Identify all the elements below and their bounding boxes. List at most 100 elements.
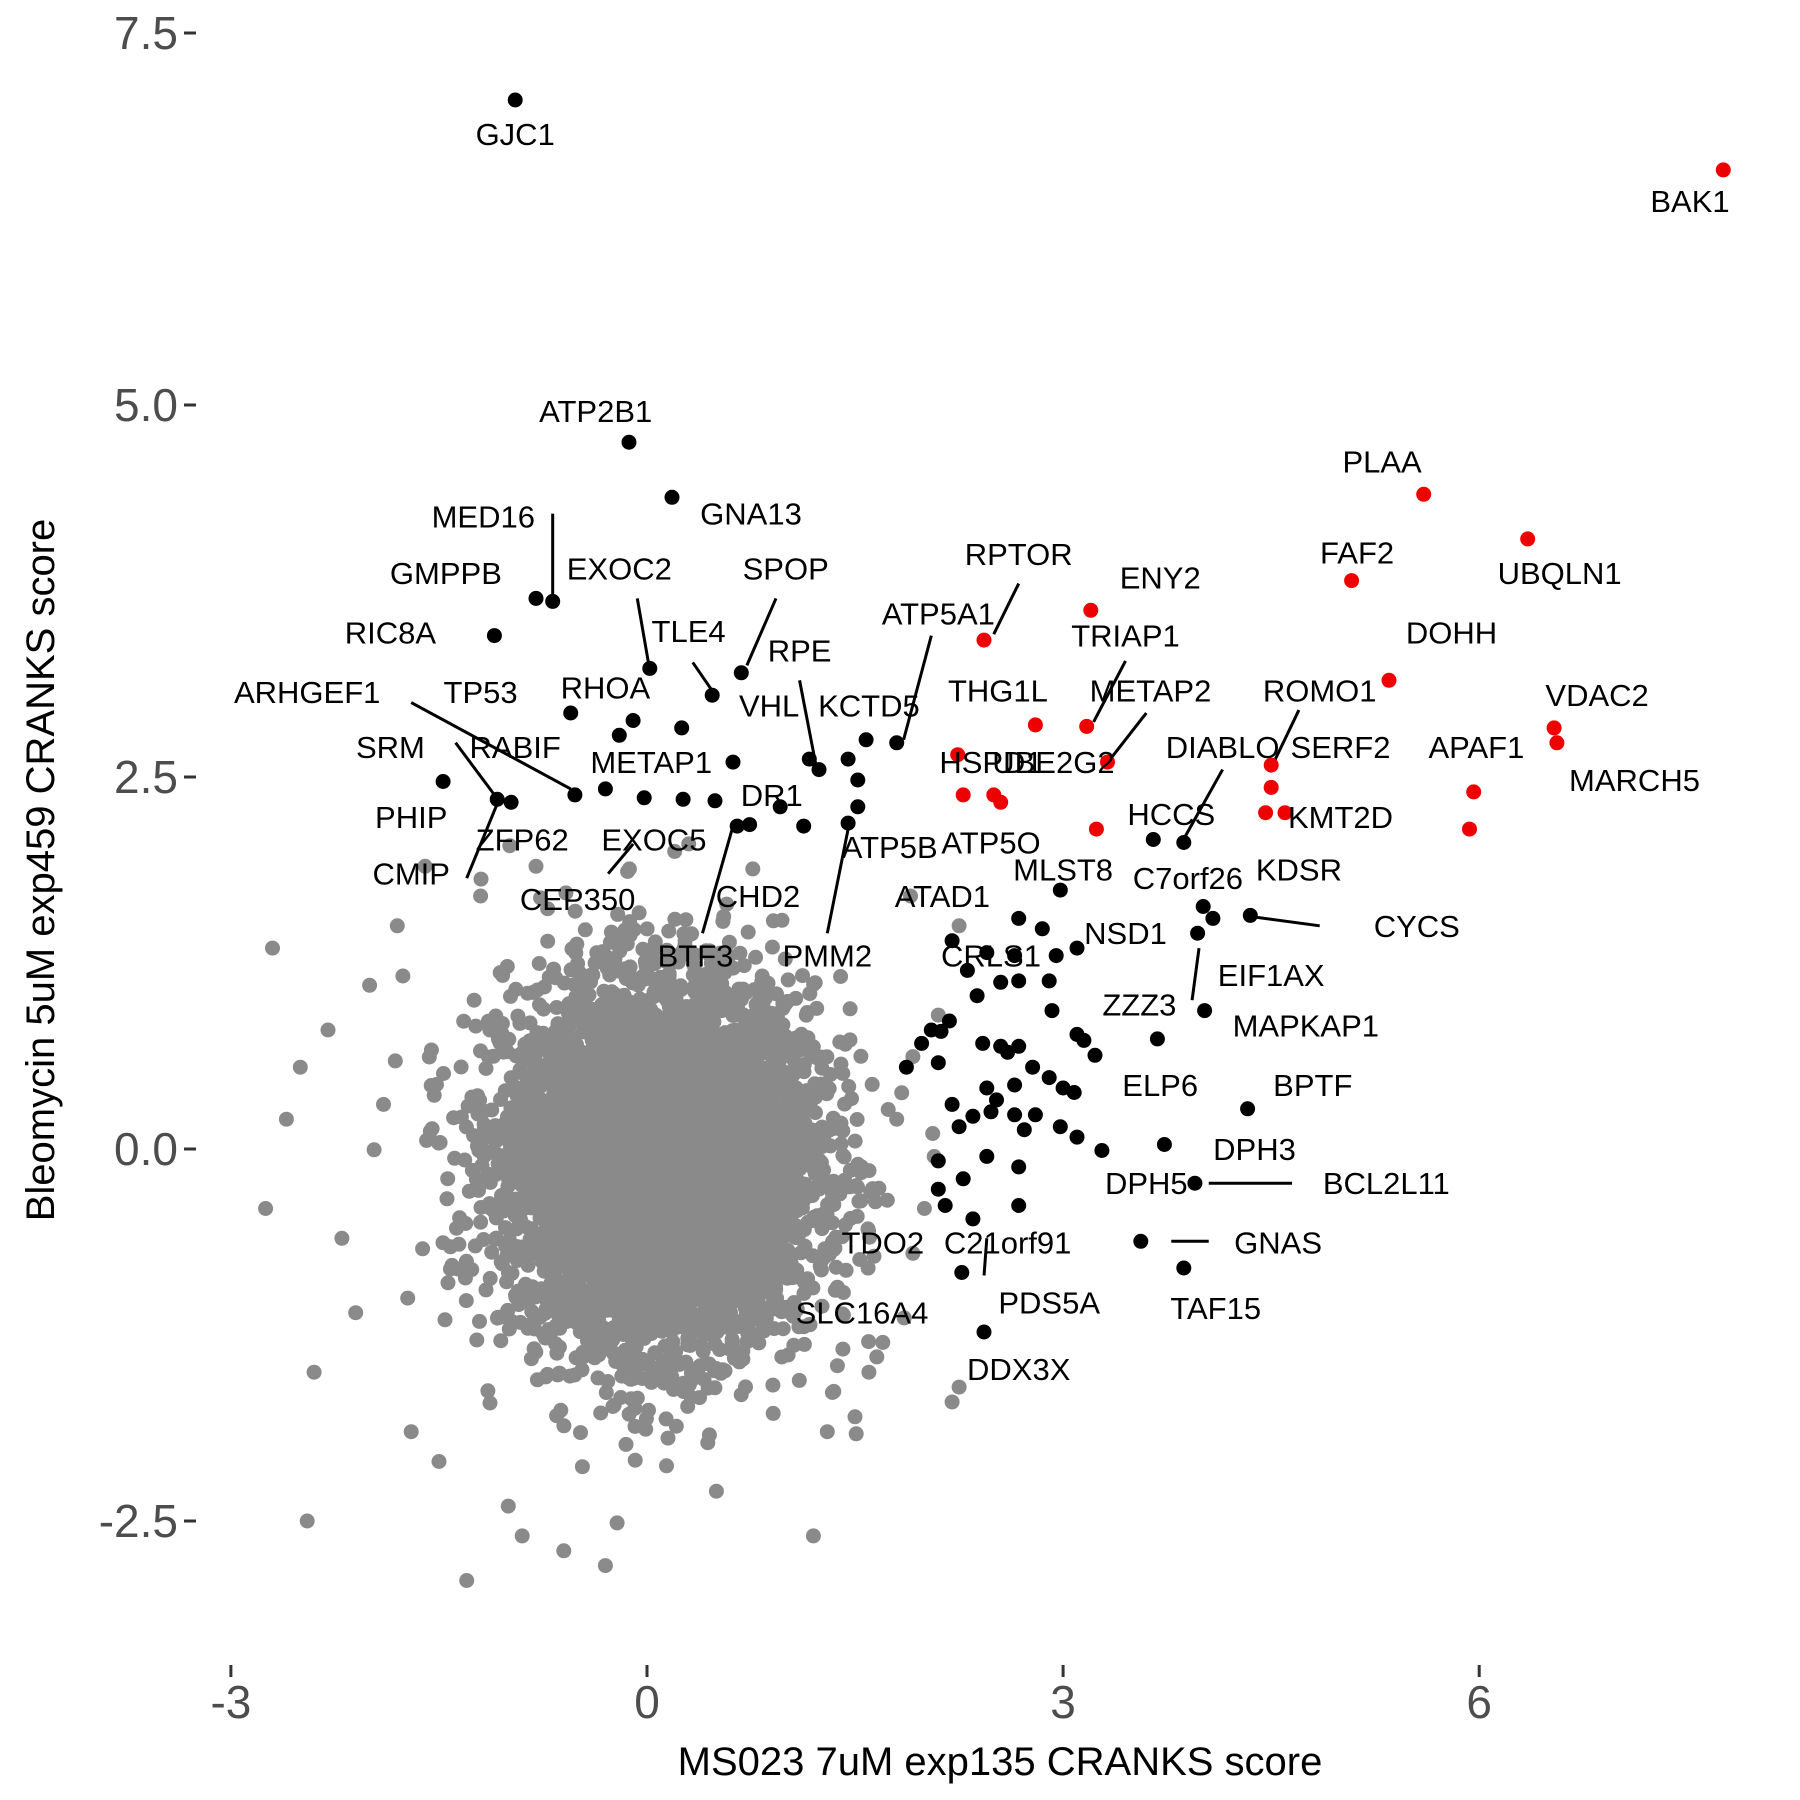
background-point <box>866 1248 882 1264</box>
background-point <box>694 967 710 983</box>
background-point <box>476 1232 492 1247</box>
background-point <box>736 958 752 974</box>
background-point <box>460 1098 476 1114</box>
background-point <box>558 885 574 901</box>
background-point <box>871 1180 887 1196</box>
background-point <box>540 933 556 949</box>
background-point <box>579 1105 594 1121</box>
background-point <box>777 997 793 1013</box>
background-point <box>745 861 761 877</box>
background-point <box>835 1307 851 1323</box>
background-point <box>774 1349 790 1365</box>
background-point <box>593 1405 609 1421</box>
background-point <box>488 1230 504 1246</box>
background-point <box>853 1048 869 1064</box>
background-point <box>431 1135 447 1151</box>
background-point <box>436 1066 451 1081</box>
background-point <box>880 1102 896 1117</box>
background-point <box>488 1008 504 1024</box>
background-point <box>844 1091 859 1107</box>
background-point <box>828 1259 844 1275</box>
background-point <box>461 1183 477 1199</box>
background-point <box>520 985 536 1001</box>
background-point <box>529 1372 545 1388</box>
background-point <box>482 1270 498 1286</box>
background-point <box>805 1248 821 1264</box>
background-point <box>627 1452 643 1468</box>
background-point <box>795 968 810 984</box>
background-point <box>678 912 694 928</box>
background-point <box>528 1289 544 1305</box>
background-point <box>617 961 633 977</box>
background-point <box>609 1515 625 1531</box>
background-points <box>258 836 967 1588</box>
background-point <box>726 1350 742 1366</box>
background-point <box>482 1022 498 1038</box>
background-point <box>500 1179 516 1194</box>
background-point <box>621 861 637 877</box>
background-point <box>540 901 556 917</box>
background-point <box>733 1387 749 1403</box>
background-point <box>492 965 508 981</box>
background-point <box>528 1344 544 1360</box>
background-point <box>780 1242 796 1258</box>
background-point <box>466 992 482 1008</box>
background-point <box>827 1282 843 1298</box>
background-point <box>659 942 675 958</box>
background-point <box>838 1217 853 1233</box>
background-point <box>709 1324 725 1340</box>
background-point <box>482 1395 498 1411</box>
background-point <box>740 924 756 940</box>
background-point <box>470 1088 485 1104</box>
background-point <box>826 1383 842 1399</box>
background-point <box>498 1220 513 1236</box>
background-point <box>610 906 626 922</box>
background-point <box>660 1430 676 1446</box>
background-point <box>556 1418 572 1434</box>
background-point <box>612 943 628 959</box>
background-point <box>841 1079 857 1094</box>
background-point <box>667 911 683 927</box>
background-point <box>661 979 677 995</box>
background-point <box>574 1459 590 1475</box>
background-point <box>534 1155 550 1171</box>
background-point <box>700 1435 716 1451</box>
background-point <box>673 978 689 994</box>
background-point <box>777 951 793 967</box>
background-point <box>458 1293 474 1309</box>
background-point <box>849 1112 865 1127</box>
background-point <box>366 1142 382 1158</box>
background-point <box>440 1275 456 1291</box>
background-point <box>536 1001 551 1017</box>
background-point <box>591 1312 607 1328</box>
background-point <box>440 1171 456 1187</box>
background-point <box>661 1041 677 1057</box>
background-point <box>695 1343 711 1359</box>
background-point <box>828 1229 844 1245</box>
background-point <box>426 1087 442 1103</box>
background-point <box>867 1194 883 1210</box>
background-point <box>468 1018 484 1034</box>
background-point <box>631 905 647 921</box>
background-point <box>469 1332 485 1348</box>
background-point <box>627 971 643 987</box>
background-point <box>480 1383 496 1399</box>
background-point <box>796 1336 812 1352</box>
background-point <box>780 972 796 988</box>
background-point <box>502 838 518 854</box>
background-point <box>573 1425 588 1441</box>
background-point <box>851 1193 867 1209</box>
background-point <box>572 1324 588 1340</box>
background-point <box>713 983 729 999</box>
background-point <box>833 969 849 984</box>
background-point <box>719 896 735 912</box>
background-point <box>494 1256 510 1272</box>
background-point <box>478 1060 494 1076</box>
background-point <box>567 903 583 919</box>
background-point <box>442 1239 458 1255</box>
background-point <box>661 923 677 939</box>
background-point <box>618 1436 634 1452</box>
background-point <box>643 1374 659 1390</box>
background-point <box>796 1286 812 1301</box>
